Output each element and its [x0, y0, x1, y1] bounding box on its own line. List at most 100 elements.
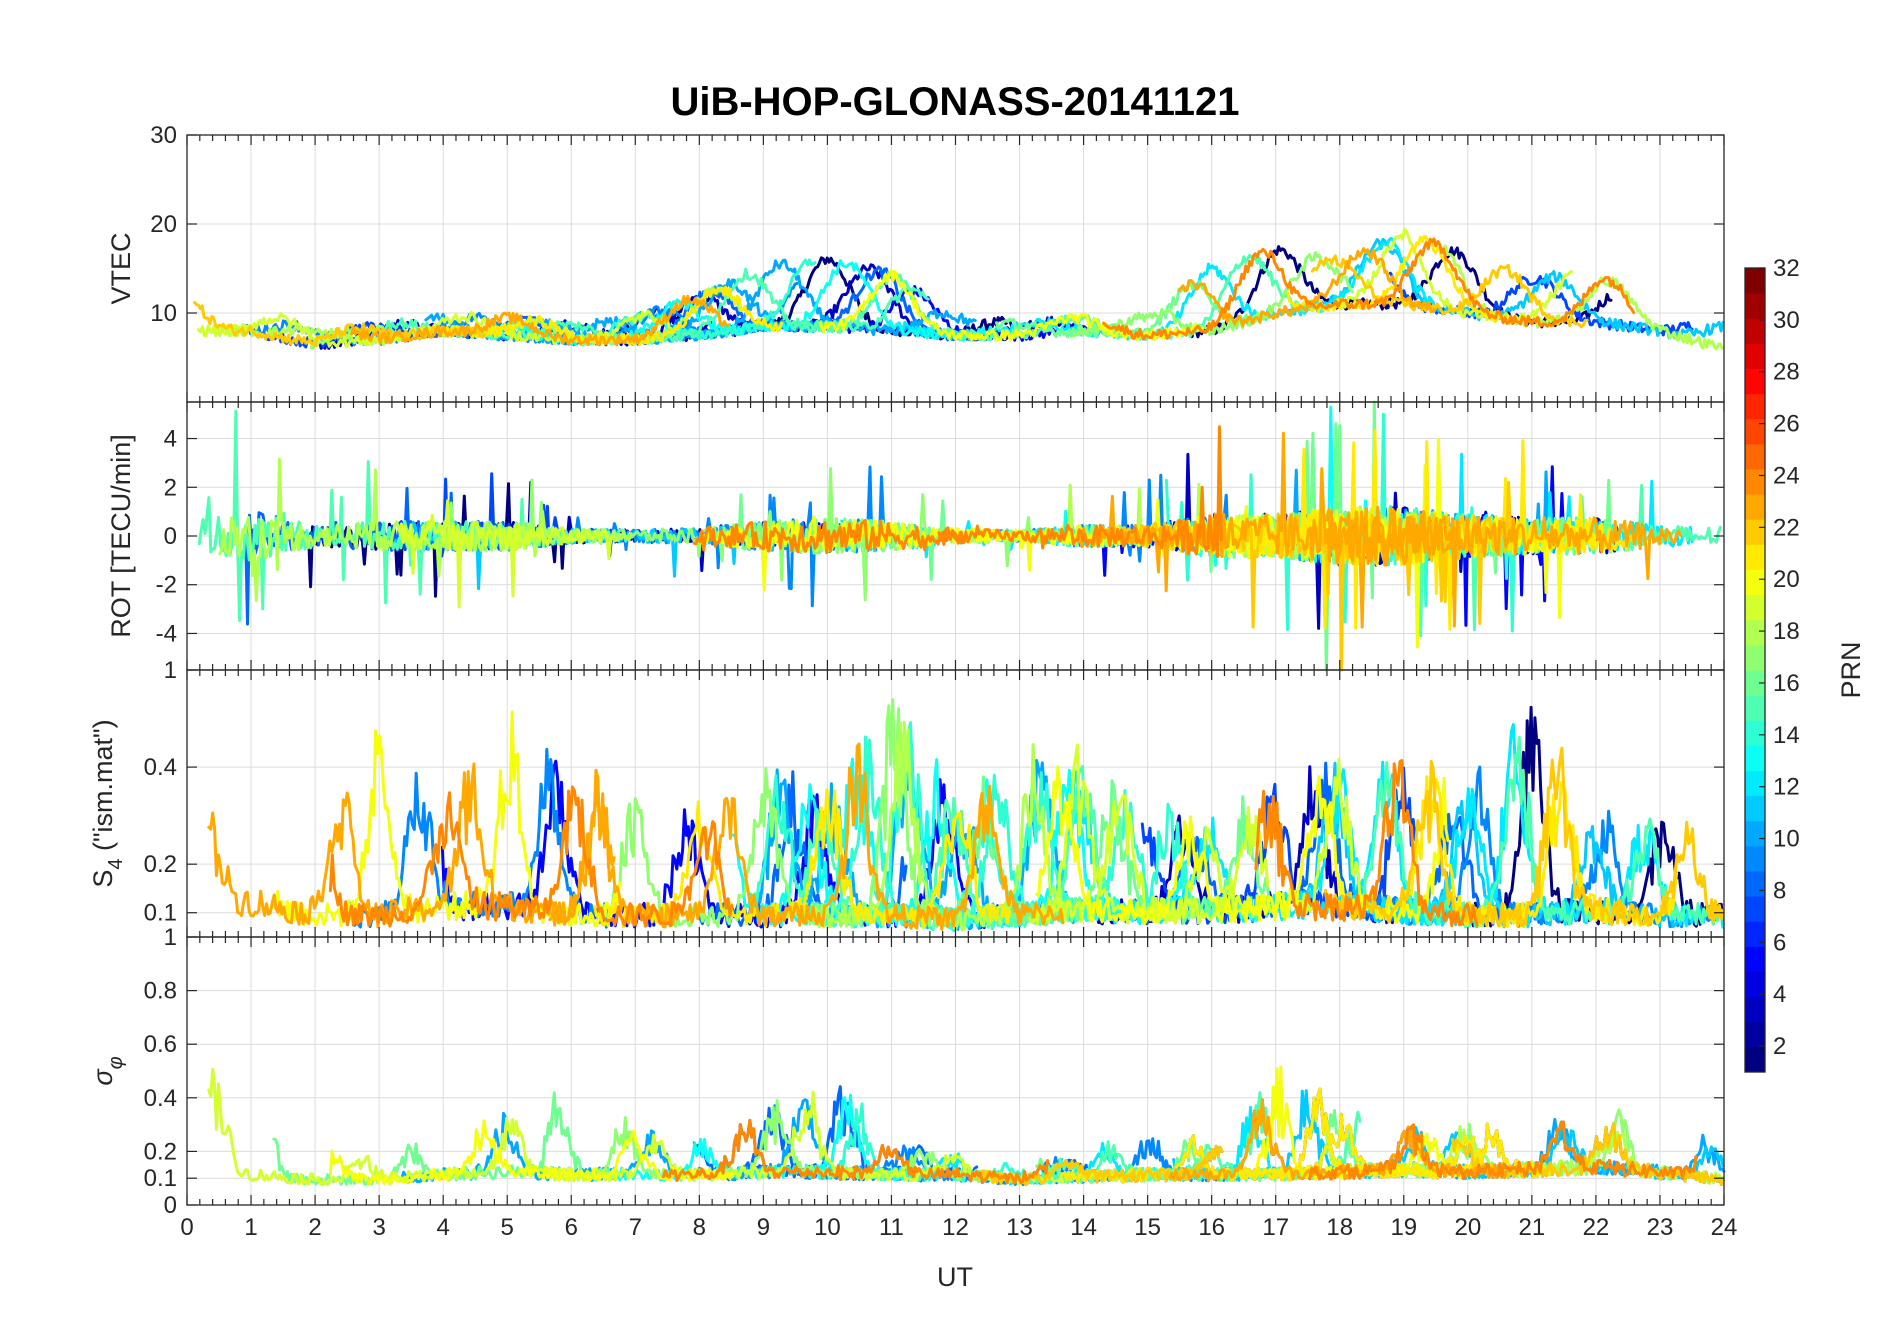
colorbar-segment	[1745, 946, 1765, 972]
x-tick-label: 20	[1454, 1214, 1481, 1241]
colorbar-segment	[1745, 293, 1765, 319]
y-axis-label-main: S	[88, 870, 118, 888]
colorbar-tick-label: 16	[1773, 670, 1800, 697]
x-tick-label: 24	[1711, 1214, 1738, 1241]
x-tick-label: 2	[308, 1214, 321, 1241]
x-tick-label: 5	[501, 1214, 514, 1241]
series-vtec-prn-17	[1071, 251, 1354, 338]
colorbar-label: PRN	[1836, 641, 1866, 698]
x-tick-label: 6	[565, 1214, 578, 1241]
x-tick-label: 19	[1390, 1214, 1417, 1241]
colorbar-tick-label: 12	[1773, 774, 1800, 801]
series-vtec-prn-22	[1310, 254, 1589, 329]
colorbar-segment	[1745, 1021, 1765, 1048]
x-tick-label: 21	[1519, 1214, 1546, 1241]
colorbar-segment	[1745, 418, 1765, 445]
y-axis-label-s4: S4 ("ism.mat")	[88, 719, 127, 887]
colorbar-segment	[1745, 318, 1765, 344]
x-tick-label: 14	[1070, 1214, 1097, 1241]
colorbar-segment	[1745, 519, 1765, 545]
colorbar-tick-label: 18	[1773, 618, 1800, 645]
panel-frame-sigma	[186, 936, 1725, 1206]
colorbar-segment	[1745, 268, 1765, 294]
colorbar-segment	[1745, 996, 1765, 1023]
colorbar-segment	[1745, 845, 1765, 872]
y-tick-label: 30	[150, 122, 177, 149]
y-tick-label: 0.4	[144, 1085, 177, 1112]
colorbar-segment	[1745, 368, 1765, 395]
series-s4-prn-22	[1324, 746, 1725, 928]
colorbar-segment	[1745, 644, 1765, 671]
colorbar-segment	[1745, 971, 1765, 998]
y-axis-label-sigma: σφ	[88, 1056, 127, 1085]
colorbar-tick-label: 2	[1773, 1033, 1786, 1060]
series-vtec-prn-24	[1102, 237, 1636, 341]
y-tick-label: -4	[156, 620, 177, 647]
x-tick-label: 17	[1262, 1214, 1289, 1241]
x-tick-label: 11	[879, 1214, 904, 1241]
colorbar-frame	[1744, 267, 1766, 1073]
colorbar-segment	[1745, 1046, 1765, 1073]
series-rot-prn-19	[398, 499, 615, 609]
y-axis-label-sub: 4	[105, 859, 127, 870]
colorbar-tick-label: 32	[1773, 255, 1800, 282]
colorbar-tick-label: 6	[1773, 929, 1786, 956]
y-tick-label: -2	[156, 572, 177, 599]
colorbar-segment	[1745, 494, 1765, 520]
colorbar-tick-label: 4	[1773, 981, 1786, 1008]
x-tick-label: 12	[942, 1214, 969, 1241]
x-tick-label: 0	[180, 1214, 193, 1241]
series-layer	[193, 227, 1726, 1187]
series-vtec-prn-13	[508, 259, 994, 347]
x-tick-label: 1	[244, 1214, 257, 1241]
x-tick-label: 8	[693, 1214, 706, 1241]
y-tick-label: 2	[164, 474, 177, 501]
y-tick-label: 0	[164, 1192, 177, 1219]
series-s4-prn-23	[548, 742, 1065, 931]
colorbar-segment	[1745, 619, 1765, 646]
colorbar-segment	[1745, 393, 1765, 420]
series-s4-prn-21	[1369, 775, 1679, 928]
colorbar-tick-label: 26	[1773, 411, 1800, 438]
colorbar-segment	[1745, 896, 1765, 922]
y-tick-label: 1	[164, 657, 177, 684]
y-tick-label: 1	[164, 924, 177, 951]
colorbar-segment	[1745, 770, 1765, 797]
x-tick-label: 23	[1647, 1214, 1674, 1241]
colorbar-segment	[1745, 820, 1765, 847]
y-tick-label: 0.1	[144, 1165, 177, 1192]
colorbar-tick-label: 20	[1773, 566, 1800, 593]
series-rot-prn-23	[1325, 507, 1682, 580]
series-rot-prn-24	[937, 425, 1223, 559]
colorbar-tick-label: 28	[1773, 359, 1800, 386]
colorbar-segment	[1745, 695, 1765, 721]
series-vtec-prn-12	[895, 236, 1435, 342]
colorbar-tick-label: 8	[1773, 877, 1786, 904]
colorbar-segment	[1745, 921, 1765, 947]
colorbar-segment	[1745, 594, 1765, 621]
y-tick-label: 20	[150, 211, 177, 238]
colorbar-segment	[1745, 443, 1765, 470]
series-s4-prn-24	[328, 785, 734, 928]
y-tick-label: 4	[164, 426, 177, 453]
y-tick-label: 0.2	[144, 851, 177, 878]
y-axis-label-rest: ("ism.mat")	[88, 719, 118, 858]
chart-title: UiB-HOP-GLONASS-20141121	[670, 80, 1239, 124]
x-tick-label: 9	[757, 1214, 770, 1241]
y-tick-label: 0.1	[144, 900, 177, 927]
series-rot-prn-18	[218, 457, 633, 602]
colorbar-segment	[1745, 871, 1765, 897]
series-s4-prn-17	[597, 698, 941, 929]
y-axis-label-rot: ROT [TECU/min]	[106, 434, 136, 638]
colorbar-tick-label: 22	[1773, 514, 1800, 541]
series-sigma-prn-24	[661, 1118, 1050, 1185]
series-s4-prn-24	[1254, 759, 1479, 928]
colorbar-segment	[1745, 569, 1765, 596]
y-axis-label-vtec: VTEC	[106, 232, 136, 304]
colorbar-segment	[1745, 795, 1765, 822]
colorbar-segment	[1745, 544, 1765, 570]
colorbar-tick-label: 14	[1773, 722, 1800, 749]
x-tick-label: 10	[814, 1214, 841, 1241]
